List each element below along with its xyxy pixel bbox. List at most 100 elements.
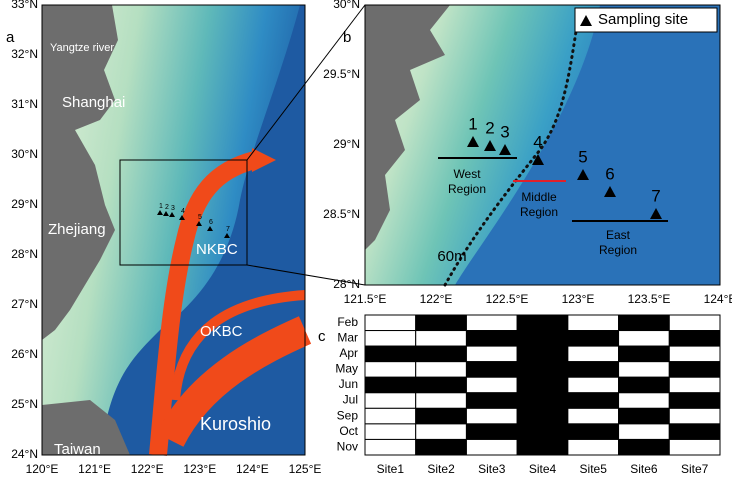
lat-label: 32°N xyxy=(11,47,38,61)
lon-label: 120°E xyxy=(26,462,59,476)
frame xyxy=(364,4,721,286)
current-arrow xyxy=(149,151,258,456)
cell xyxy=(668,361,721,378)
cell xyxy=(415,330,467,347)
site-label: Site6 xyxy=(630,462,658,476)
lat-label: 28.5°N xyxy=(323,207,360,221)
site-label: Site2 xyxy=(427,462,455,476)
cell xyxy=(618,314,670,332)
cell xyxy=(567,330,620,347)
month-label: Apr xyxy=(339,346,358,360)
site-number: 6 xyxy=(209,219,213,226)
lat-label: 24°N xyxy=(11,447,38,461)
lon-label: 123°E xyxy=(562,292,595,306)
arrowhead xyxy=(252,148,276,172)
site-number: 4 xyxy=(533,132,542,151)
cell xyxy=(516,345,569,363)
panel-label: c xyxy=(318,328,326,345)
cell xyxy=(618,330,670,347)
cell xyxy=(618,438,670,456)
site-label: Site1 xyxy=(377,462,405,476)
site-label: Site7 xyxy=(681,462,709,476)
isobath-label: 60m xyxy=(437,248,466,265)
place-label: Shanghai xyxy=(62,94,125,111)
site-number: 1 xyxy=(159,203,163,210)
lon-label: 123°E xyxy=(183,462,216,476)
cell xyxy=(668,376,721,394)
place-label: NKBC xyxy=(196,241,238,258)
site-number: 2 xyxy=(165,204,169,211)
cell xyxy=(567,438,620,456)
cell xyxy=(415,376,467,394)
month-label: Feb xyxy=(337,315,358,329)
panel-b xyxy=(364,3,721,287)
cell xyxy=(668,345,721,363)
lat-label: 30°N xyxy=(11,147,38,161)
okbc-arrow xyxy=(170,290,306,401)
region-label: East xyxy=(606,228,631,242)
site-number: 3 xyxy=(171,205,175,212)
lat-label: 28°N xyxy=(11,247,38,261)
lat-label: 31°N xyxy=(11,97,38,111)
panel-label: a xyxy=(6,29,15,46)
isobath-line xyxy=(443,3,582,287)
site-marker xyxy=(467,136,479,147)
lon-label: 122°E xyxy=(131,462,164,476)
panel-a xyxy=(41,4,366,456)
lat-label: 28°N xyxy=(333,277,360,291)
shelf xyxy=(42,5,300,455)
site-marker xyxy=(532,154,544,165)
site-marker xyxy=(577,169,589,180)
frame xyxy=(41,4,306,456)
region-label: West xyxy=(453,167,481,181)
cell xyxy=(364,423,417,440)
cell xyxy=(618,423,670,440)
place-label: Kuroshio xyxy=(200,414,271,434)
lat-label: 26°N xyxy=(11,347,38,361)
site-label: Site4 xyxy=(529,462,557,476)
region-label: Region xyxy=(599,243,637,257)
site-marker xyxy=(499,144,511,155)
cell xyxy=(567,361,620,378)
cell xyxy=(415,314,467,332)
site-marker xyxy=(163,211,169,216)
cell xyxy=(567,392,620,409)
lat-label: 29.5°N xyxy=(323,67,360,81)
cell xyxy=(465,314,518,332)
site-marker xyxy=(650,208,662,219)
shelf xyxy=(365,5,600,285)
land xyxy=(42,5,118,340)
month-label: Mar xyxy=(337,331,358,345)
month-label: Oct xyxy=(339,424,358,438)
zoom-line xyxy=(246,264,366,286)
lon-label: 121.5°E xyxy=(344,292,387,306)
month-label: Sep xyxy=(337,408,359,422)
cell xyxy=(465,361,518,378)
cell xyxy=(618,345,670,363)
cell xyxy=(516,376,569,394)
cell xyxy=(618,361,670,378)
place-label: Taiwan xyxy=(54,441,101,458)
cell xyxy=(364,392,417,409)
site-marker xyxy=(179,215,185,220)
cell xyxy=(567,423,620,440)
month-label: Nov xyxy=(337,439,358,453)
legend-label: Sampling site xyxy=(598,11,688,28)
legend-box xyxy=(574,7,718,33)
cell xyxy=(415,438,467,456)
cell xyxy=(465,392,518,409)
panel-label: b xyxy=(343,29,351,46)
cell xyxy=(618,376,670,394)
kuroshio-arrow xyxy=(156,316,312,448)
cell xyxy=(415,361,467,378)
lon-label: 124°E xyxy=(704,292,732,306)
site-marker xyxy=(224,233,230,238)
month-label: May xyxy=(335,362,358,376)
cell xyxy=(516,330,569,347)
site-number: 7 xyxy=(651,186,660,205)
cell xyxy=(364,330,417,347)
cell xyxy=(567,407,620,425)
site-marker xyxy=(157,210,163,215)
site-marker xyxy=(207,226,213,231)
site-number: 6 xyxy=(605,164,614,183)
